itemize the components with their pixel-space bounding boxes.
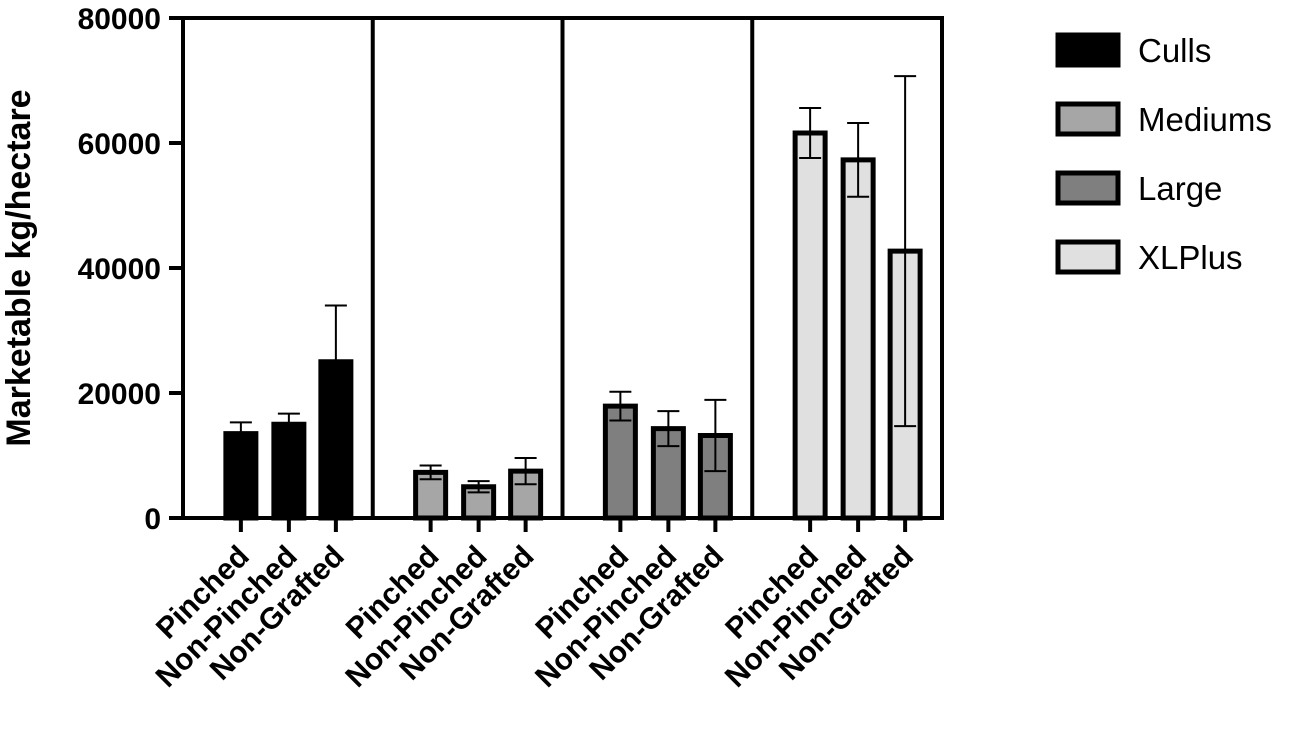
bar bbox=[792, 130, 828, 521]
legend-label: XLPlus bbox=[1138, 239, 1243, 276]
plot-frame bbox=[181, 16, 944, 520]
legend-swatch bbox=[1055, 32, 1121, 68]
x-axis-labels: PinchedNon-PinchedNon-GraftedPinchedNon-… bbox=[150, 518, 920, 694]
y-axis-label: Marketable kg/hectare bbox=[0, 89, 38, 446]
legend: Culls Mediums Large XLPlus bbox=[1055, 32, 1272, 276]
y-tick-label: 0 bbox=[144, 503, 161, 536]
bar bbox=[840, 157, 876, 521]
bar bbox=[271, 421, 307, 521]
y-tick-label: 80000 bbox=[78, 3, 161, 36]
bars bbox=[223, 75, 923, 521]
legend-label: Large bbox=[1138, 170, 1222, 207]
legend-swatch bbox=[1055, 101, 1121, 137]
y-tick-label: 40000 bbox=[78, 253, 161, 286]
legend-label: Culls bbox=[1138, 32, 1211, 69]
y-axis: 0 20000 40000 60000 80000 bbox=[78, 3, 183, 536]
y-tick-label: 60000 bbox=[78, 128, 161, 161]
bar bbox=[223, 431, 259, 521]
legend-swatch bbox=[1055, 170, 1121, 206]
bar bbox=[602, 403, 638, 521]
y-tick-label: 20000 bbox=[78, 378, 161, 411]
legend-label: Mediums bbox=[1138, 101, 1272, 138]
legend-swatch bbox=[1055, 239, 1121, 275]
